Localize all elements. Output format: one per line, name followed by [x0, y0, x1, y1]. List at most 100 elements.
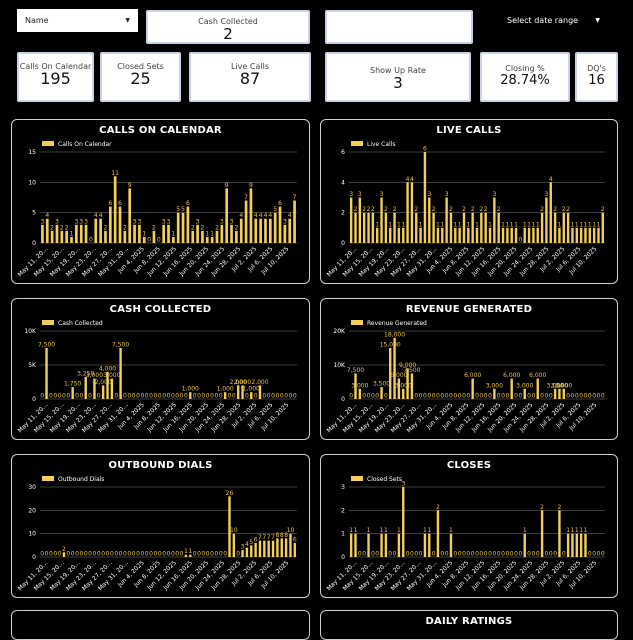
bar[interactable] — [176, 212, 180, 243]
bar[interactable] — [50, 230, 54, 243]
bar[interactable] — [93, 378, 96, 399]
bar[interactable] — [230, 224, 233, 243]
bar[interactable] — [271, 540, 275, 557]
bar[interactable] — [436, 510, 440, 557]
bar[interactable] — [514, 227, 518, 243]
bar[interactable] — [267, 540, 270, 557]
bar[interactable] — [432, 212, 435, 243]
bar[interactable] — [254, 218, 258, 243]
bar[interactable] — [235, 230, 238, 243]
bar[interactable] — [284, 538, 288, 557]
bar[interactable] — [215, 230, 219, 243]
bar[interactable] — [558, 510, 561, 557]
bar[interactable] — [497, 212, 500, 243]
bar[interactable] — [436, 227, 440, 243]
bar[interactable] — [113, 176, 117, 243]
bar[interactable] — [376, 227, 379, 243]
bar[interactable] — [104, 230, 107, 243]
bar[interactable] — [523, 388, 526, 399]
bar[interactable] — [225, 188, 229, 243]
bar[interactable] — [471, 378, 474, 399]
bar[interactable] — [493, 388, 496, 399]
bar[interactable] — [258, 540, 262, 557]
bar[interactable] — [415, 212, 418, 243]
bar[interactable] — [258, 385, 262, 399]
bar[interactable] — [467, 227, 470, 243]
bar[interactable] — [239, 218, 243, 243]
bar[interactable] — [402, 388, 405, 399]
bar[interactable] — [536, 227, 539, 243]
bar[interactable] — [506, 227, 509, 243]
bar[interactable] — [108, 206, 112, 243]
bar[interactable] — [397, 227, 401, 243]
bar[interactable] — [384, 212, 388, 243]
bar[interactable] — [406, 368, 409, 399]
bar[interactable] — [558, 388, 561, 399]
bar[interactable] — [75, 224, 78, 243]
bar[interactable] — [189, 392, 192, 399]
bar[interactable] — [354, 212, 357, 243]
bar[interactable] — [94, 218, 98, 243]
bar[interactable] — [241, 385, 244, 399]
bar[interactable] — [172, 236, 175, 243]
bar[interactable] — [462, 212, 466, 243]
bar[interactable] — [110, 378, 114, 399]
bar[interactable] — [79, 224, 83, 243]
bar[interactable] — [244, 200, 248, 243]
bar[interactable] — [571, 533, 574, 557]
bar[interactable] — [601, 212, 605, 243]
bar[interactable] — [123, 230, 127, 243]
bar[interactable] — [389, 227, 392, 243]
bar[interactable] — [562, 388, 565, 399]
bar[interactable] — [584, 227, 587, 243]
bar[interactable] — [186, 206, 190, 243]
bar[interactable] — [584, 533, 587, 557]
bar[interactable] — [293, 200, 296, 243]
bar[interactable] — [562, 212, 565, 243]
bar[interactable] — [196, 224, 199, 243]
bar[interactable] — [397, 378, 401, 399]
bar[interactable] — [254, 543, 257, 557]
bar[interactable] — [597, 227, 600, 243]
bar[interactable] — [280, 538, 283, 557]
bar[interactable] — [428, 197, 431, 244]
bar[interactable] — [575, 227, 578, 243]
bar[interactable] — [288, 218, 292, 243]
bar[interactable] — [268, 218, 272, 243]
bar[interactable] — [264, 218, 267, 243]
bar[interactable] — [250, 545, 253, 557]
bar[interactable] — [510, 378, 513, 399]
bar[interactable] — [536, 378, 539, 399]
bar[interactable] — [553, 388, 557, 399]
bar[interactable] — [70, 236, 73, 243]
bar[interactable] — [571, 227, 574, 243]
bar[interactable] — [371, 212, 375, 243]
bar[interactable] — [293, 543, 297, 557]
bar[interactable] — [493, 197, 496, 244]
bar[interactable] — [592, 227, 596, 243]
bar[interactable] — [410, 373, 414, 400]
bar[interactable] — [423, 533, 427, 557]
bar[interactable] — [99, 218, 102, 243]
bar[interactable] — [106, 371, 109, 399]
bar[interactable] — [283, 224, 287, 243]
bar[interactable] — [406, 182, 409, 243]
bar[interactable] — [210, 236, 214, 243]
bar[interactable] — [471, 212, 474, 243]
bar[interactable] — [220, 224, 224, 243]
bar[interactable] — [55, 224, 59, 243]
bar[interactable] — [133, 224, 136, 243]
bar[interactable] — [84, 376, 87, 399]
bar[interactable] — [501, 227, 505, 243]
bar[interactable] — [380, 197, 383, 244]
bar[interactable] — [228, 496, 231, 557]
bar[interactable] — [118, 206, 122, 243]
bar[interactable] — [549, 182, 552, 243]
bar[interactable] — [152, 230, 156, 243]
bar[interactable] — [223, 392, 227, 399]
bar[interactable] — [558, 227, 561, 243]
bar[interactable] — [276, 538, 279, 557]
bar[interactable] — [62, 552, 66, 557]
bar[interactable] — [579, 533, 583, 557]
date-range-picker[interactable]: Select date range ▼ — [507, 11, 600, 29]
